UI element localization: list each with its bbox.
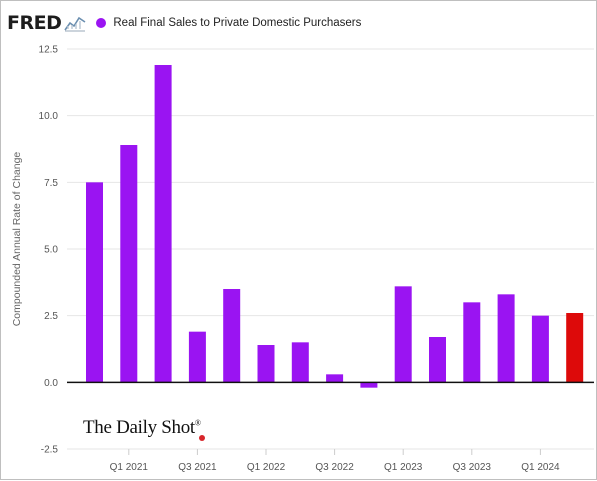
y-tick-label: 2.5 — [44, 311, 58, 322]
fred-logo[interactable]: FRED — [7, 12, 62, 34]
y-tick-label: -2.5 — [41, 445, 59, 456]
x-tick-label: Q3 2022 — [315, 462, 354, 473]
y-tick-label: 12.5 — [39, 45, 59, 56]
x-tick-label: Q1 2021 — [110, 462, 149, 473]
bar — [360, 382, 378, 388]
bar — [257, 345, 275, 383]
chart-header: FRED Real Final Sales to Private Domesti… — [7, 9, 361, 37]
bar — [463, 302, 481, 383]
x-tick-label: Q1 2023 — [384, 462, 423, 473]
y-tick-label: 7.5 — [44, 178, 58, 189]
legend-label[interactable]: Real Final Sales to Private Domestic Pur… — [113, 17, 362, 29]
bar — [497, 294, 515, 383]
bar — [566, 313, 584, 383]
y-tick-label: 5.0 — [44, 245, 58, 256]
watermark-dot — [198, 435, 205, 441]
watermark-registered: ® — [194, 418, 201, 428]
bar — [531, 315, 549, 383]
x-tick-label: Q1 2024 — [521, 462, 560, 473]
bar — [188, 331, 206, 383]
daily-shot-watermark: The Daily Shot® — [83, 417, 205, 441]
bar — [86, 182, 103, 383]
x-tick-label: Q3 2021 — [178, 462, 217, 473]
bar — [429, 337, 446, 383]
line-graph-icon — [64, 16, 86, 32]
bar — [291, 342, 309, 383]
bar — [120, 145, 138, 383]
legend-swatch — [96, 18, 107, 28]
bar — [326, 374, 344, 383]
bar — [223, 289, 241, 383]
y-tick-label: 10.0 — [39, 111, 59, 122]
y-axis-title: Compounded Annual Rate of Change — [11, 152, 23, 327]
bar — [394, 286, 412, 383]
x-tick-label: Q3 2023 — [453, 462, 492, 473]
y-tick-label: 0.0 — [44, 378, 58, 389]
x-tick-label: Q1 2022 — [247, 462, 286, 473]
bar — [154, 65, 172, 383]
watermark-text: The Daily Shot — [83, 417, 195, 438]
